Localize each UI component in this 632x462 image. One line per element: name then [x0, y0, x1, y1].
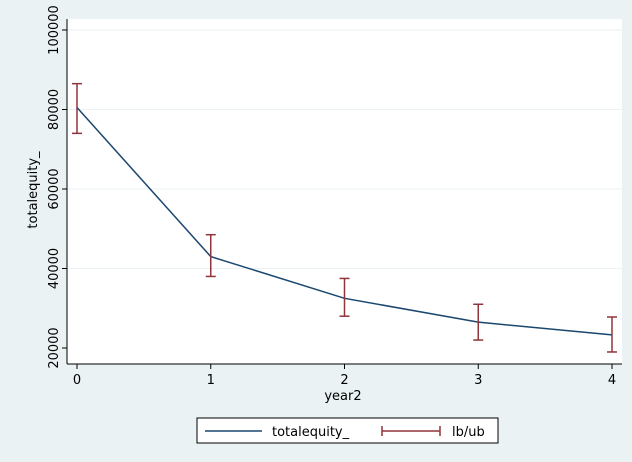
y-axis-ticks: 20000 40000 60000 80000 100000: [47, 5, 67, 369]
error-bar: [473, 303, 484, 341]
gridlines: [67, 29, 622, 269]
error-bar: [72, 82, 82, 135]
x-axis-title: year2: [324, 389, 361, 404]
legend-label-line: totalequity_: [272, 425, 350, 440]
x-tick-label: 1: [207, 373, 215, 388]
y-tick-label: 80000: [47, 89, 62, 130]
x-tick-label: 3: [474, 373, 482, 388]
error-bar: [607, 316, 617, 353]
x-tick-label: 2: [340, 373, 348, 388]
y-tick-label: 60000: [47, 168, 62, 209]
y-tick-label: 20000: [47, 327, 62, 368]
legend-swatch-errorbar: [381, 426, 441, 436]
legend-label-errorbar: lb/ub: [452, 425, 485, 440]
error-bar: [339, 277, 350, 317]
error-bar: [205, 233, 216, 278]
x-tick-label: 4: [608, 373, 616, 388]
y-tick-label: 100000: [47, 5, 62, 55]
y-axis-title: totalequity_: [26, 151, 41, 229]
y-tick-label: 40000: [47, 248, 62, 289]
legend: totalequity_ lb/ub: [196, 417, 499, 444]
x-tick-label: 0: [73, 373, 81, 388]
series-layer: [72, 82, 617, 353]
x-axis-ticks: 0 1 2 3 4: [73, 364, 616, 388]
